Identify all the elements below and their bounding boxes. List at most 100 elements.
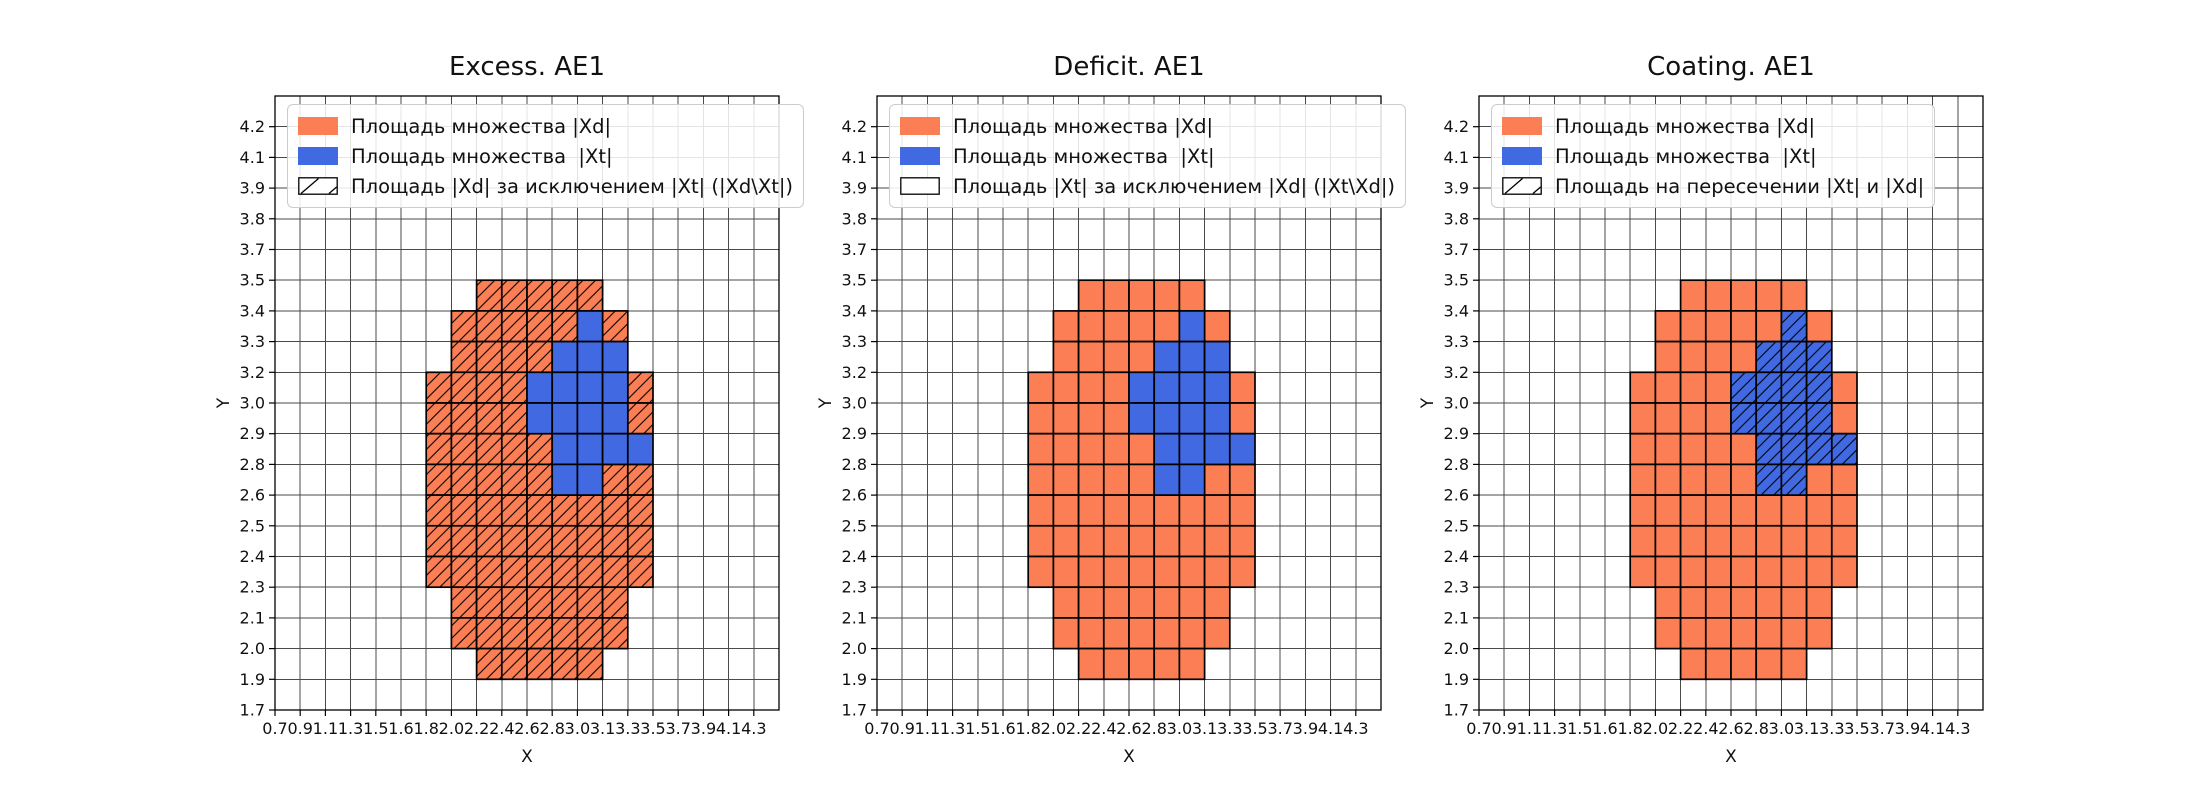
plot-title: Deficit. AE1 (1053, 52, 1205, 82)
legend-swatch (900, 177, 940, 195)
ticks-layer: 0.7 0.9 1.1 1.3 1.5 1.6 1.8 2.0 2.2 2.4 2.6 2.8 3.0 3… (240, 117, 767, 738)
y-tick-label: 2.9 (1444, 424, 1469, 443)
legend-label: Площадь множества |Xt| (351, 144, 613, 168)
legend-swatch-xd-icon (900, 117, 940, 135)
legend-swatch (1502, 177, 1542, 195)
x-tick-label: 2.8 (1743, 719, 1768, 738)
y-tick-label: 3.3 (240, 332, 265, 351)
legend-box: Площадь множества |Xd| Площадь множества … (889, 104, 1407, 208)
y-tick-label: 3.8 (1444, 209, 1469, 228)
y-axis-label: Y (817, 397, 836, 409)
x-tick-label: 3.7 (1869, 719, 1894, 738)
x-tick-label: 3.3 (1217, 719, 1242, 738)
x-tick-label: 3.7 (1267, 719, 1292, 738)
ticks-layer: 0.7 0.9 1.1 1.3 1.5 1.6 1.8 2.0 2.2 2.4 2.6 2.8 3.0 3… (842, 117, 1369, 738)
legend-label: Площадь на пересечении |Xt| и |Xd| (1555, 174, 1925, 198)
y-tick-label: 4.2 (1444, 117, 1469, 136)
x-tick-label: 2.0 (1041, 719, 1066, 738)
cells-layer (1629, 279, 1858, 681)
legend-swatch (1502, 117, 1542, 135)
x-tick-label: 1.6 (1592, 719, 1617, 738)
y-tick-label: 1.9 (842, 670, 867, 689)
legend-item: Площадь |Xt| за исключением |Xd| (|Xt\Xd… (900, 171, 1395, 201)
y-tick-label: 3.7 (1444, 240, 1469, 259)
legend-swatch-hatch-icon (1502, 177, 1542, 195)
x-tick-label: 1.5 (363, 719, 388, 738)
y-tick-label: 2.3 (240, 578, 265, 597)
legend-swatch (298, 147, 338, 165)
x-tick-label: 1.6 (388, 719, 413, 738)
y-tick-label: 1.9 (240, 670, 265, 689)
y-tick-label: 3.9 (842, 179, 867, 198)
plot-title: Excess. AE1 (448, 52, 606, 82)
x-axis-label: X (1725, 747, 1737, 767)
x-tick-label: 3.1 (590, 719, 615, 738)
x-tick-label: 1.3 (338, 719, 363, 738)
y-tick-label: 4.1 (240, 148, 265, 167)
y-tick-label: 2.8 (842, 455, 867, 474)
y-tick-label: 2.3 (1444, 578, 1469, 597)
x-tick-label: 1.3 (1542, 719, 1567, 738)
x-tick-label: 0.7 (1466, 719, 1491, 738)
y-tick-label: 2.6 (842, 486, 867, 505)
y-tick-label: 2.6 (1444, 486, 1469, 505)
x-tick-label: 2.4 (489, 719, 514, 738)
x-axis-label: X (521, 747, 533, 767)
x-tick-label: 3.0 (1167, 719, 1192, 738)
legend-swatch-plain-icon (900, 177, 940, 195)
y-axis-label: Y (1419, 397, 1438, 409)
y-tick-label: 2.1 (240, 608, 265, 627)
y-tick-label: 1.7 (240, 701, 265, 720)
x-tick-label: 3.3 (1819, 719, 1844, 738)
legend-label: Площадь множества |Xt| (953, 144, 1215, 168)
x-tick-label: 2.4 (1693, 719, 1718, 738)
y-tick-label: 2.6 (240, 486, 265, 505)
subplot-coating: Coating. AE1 0.7 0.9 1.1 1.3 1.5 1.6 1.8 2.0 2.2… (1379, 40, 2079, 780)
x-tick-label: 0.7 (262, 719, 287, 738)
x-tick-label: 4.3 (741, 719, 766, 738)
axes-canvas-deficit: 0.7 0.9 1.1 1.3 1.5 1.6 1.8 2.0 2.2 2.4 2.6 2.8 3.0 3… (817, 95, 1382, 767)
y-tick-label: 3.4 (240, 301, 265, 320)
x-tick-label: 2.0 (439, 719, 464, 738)
legend-item: Площадь на пересечении |Xt| и |Xd| (1502, 171, 1924, 201)
y-tick-label: 4.1 (842, 148, 867, 167)
y-tick-label: 3.0 (240, 394, 265, 413)
y-tick-label: 1.7 (1444, 701, 1469, 720)
legend-item: Площадь множества |Xd| (900, 111, 1395, 141)
y-tick-label: 2.4 (240, 547, 265, 566)
x-tick-label: 3.5 (1242, 719, 1267, 738)
legend-swatch-xt-icon (1502, 147, 1542, 165)
y-tick-label: 2.3 (842, 578, 867, 597)
y-tick-label: 3.5 (842, 271, 867, 290)
y-tick-label: 3.2 (240, 363, 265, 382)
y-tick-label: 4.1 (1444, 148, 1469, 167)
x-tick-label: 4.1 (1920, 719, 1945, 738)
y-axis-label: Y (215, 397, 234, 409)
legend-swatch-xd-icon (298, 117, 338, 135)
y-tick-label: 3.0 (1444, 394, 1469, 413)
x-tick-label: 4.1 (1318, 719, 1343, 738)
x-tick-label: 3.9 (1895, 719, 1920, 738)
y-tick-label: 2.0 (842, 639, 867, 658)
x-tick-label: 1.6 (990, 719, 1015, 738)
y-tick-label: 2.0 (240, 639, 265, 658)
legend-label: Площадь множества |Xt| (1555, 144, 1817, 168)
x-tick-label: 2.2 (1066, 719, 1091, 738)
y-tick-label: 2.0 (1444, 639, 1469, 658)
x-tick-label: 3.7 (665, 719, 690, 738)
y-tick-label: 2.9 (842, 424, 867, 443)
legend-swatch-xt-icon (298, 147, 338, 165)
x-tick-label: 1.5 (1567, 719, 1592, 738)
x-tick-label: 3.9 (691, 719, 716, 738)
legend-box: Площадь множества |Xd| Площадь множества … (1491, 104, 1936, 208)
y-tick-label: 2.4 (1444, 547, 1469, 566)
legend-item: Площадь множества |Xd| (298, 111, 793, 141)
x-tick-label: 4.1 (716, 719, 741, 738)
y-tick-label: 2.8 (240, 455, 265, 474)
y-tick-label: 4.2 (842, 117, 867, 136)
y-tick-label: 3.8 (240, 209, 265, 228)
subplot-excess: Excess. AE1 0.7 0.9 1.1 1.3 1.5 1.6 1.8 2.0 2.2 2… (175, 40, 875, 780)
y-tick-label: 3.9 (1444, 179, 1469, 198)
y-tick-label: 3.8 (842, 209, 867, 228)
